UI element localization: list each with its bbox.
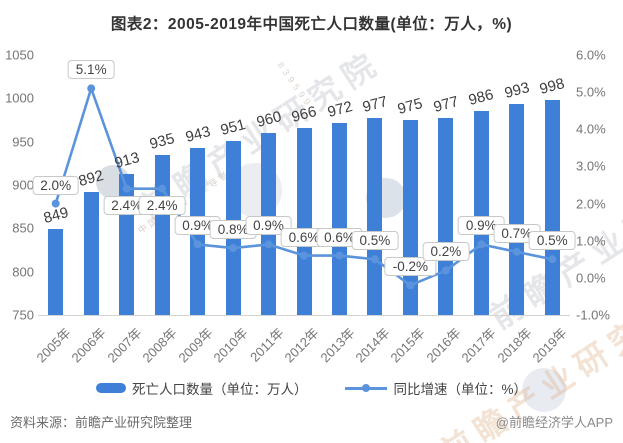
chart-title: 图表2：2005-2019年中国死亡人口数量(单位：万人，%) xyxy=(110,16,513,33)
bar-2006年 xyxy=(83,191,99,315)
left-axis-tick: 850 xyxy=(12,220,34,236)
growth-label-2019年: 0.5% xyxy=(528,231,576,251)
left-axis-tick: 950 xyxy=(12,134,34,150)
x-axis-tick: 2013年 xyxy=(316,325,358,366)
growth-label-2011年: 0.9% xyxy=(245,216,292,236)
bar-2016年 xyxy=(438,118,454,315)
legend-label: 同比增速（单位：%） xyxy=(393,382,527,397)
bar-2005年 xyxy=(48,229,64,315)
growth-label-2006年: 5.1% xyxy=(67,60,115,80)
left-axis-tick: 1000 xyxy=(5,90,34,106)
x-axis-tick: 2012年 xyxy=(281,325,322,366)
bar-2013年 xyxy=(332,122,347,315)
right-axis-tick: 6.0% xyxy=(576,47,606,63)
line-point-2014年 xyxy=(370,255,379,264)
growth-line xyxy=(51,84,557,290)
x-axis-tick: 2007年 xyxy=(104,325,145,366)
data-source-text: 资料来源：前瞻产业研究院整理 xyxy=(10,415,193,430)
legend-label: 死亡人口数量（单位：万人） xyxy=(131,382,308,397)
growth-label-2017年: 0.9% xyxy=(457,216,505,236)
growth-label-2010年: 0.8% xyxy=(209,220,257,240)
legend-item-growth[interactable]: 同比增速（单位：%） xyxy=(345,378,527,398)
right-axis-tick: 2.0% xyxy=(576,196,606,212)
bar-2018年 xyxy=(509,104,525,315)
bar-swatch-icon xyxy=(95,383,126,393)
line-point-2015年 xyxy=(406,281,415,290)
x-axis-tick: 2009年 xyxy=(175,325,216,366)
x-axis-tick: 2005年 xyxy=(33,325,74,366)
line-point-2017年 xyxy=(477,240,486,249)
x-axis-tick: 2008年 xyxy=(139,325,180,366)
growth-label-2014年: 0.5% xyxy=(351,231,399,251)
right-axis-tick: 4.0% xyxy=(576,121,606,137)
line-point-2005年 xyxy=(51,199,60,208)
bar-2017年 xyxy=(473,110,489,315)
right-axis-tick: -1.0% xyxy=(576,307,610,323)
line-point-2006年 xyxy=(87,84,96,93)
credit-text: @前瞻经济学人APP xyxy=(495,415,613,430)
growth-label-2013年: 0.6% xyxy=(316,227,363,247)
line-point-2007年 xyxy=(122,184,131,193)
line-point-2009年 xyxy=(193,240,202,249)
x-axis-tick: 2015年 xyxy=(387,325,429,366)
right-axis-tick: 5.0% xyxy=(576,84,606,100)
line-point-2011年 xyxy=(264,240,273,249)
x-axis-tick: 2010年 xyxy=(210,325,251,366)
x-axis-tick: 2019年 xyxy=(529,325,571,366)
right-axis-tick: 3.0% xyxy=(576,158,606,174)
line-point-2010年 xyxy=(229,244,238,253)
x-axis-tick: 2016年 xyxy=(423,325,464,366)
x-axis-tick: 2017年 xyxy=(458,325,500,366)
left-axis-tick: 1050 xyxy=(5,47,34,63)
left-axis-tick: 800 xyxy=(12,264,34,280)
growth-label-2016年: 0.2% xyxy=(422,242,470,262)
legend-item-deaths[interactable]: 死亡人口数量（单位：万人） xyxy=(95,378,308,398)
growth-label-2007年: 2.4% xyxy=(103,195,151,215)
growth-label-2018年: 0.7% xyxy=(493,223,541,243)
right-axis-tick: 1.0% xyxy=(576,233,606,249)
line-point-2008年 xyxy=(158,184,167,193)
bar-2012年 xyxy=(296,127,312,315)
x-axis-tick: 2018年 xyxy=(494,325,535,366)
line-point-2012年 xyxy=(300,251,308,260)
x-axis-tick: 2011年 xyxy=(246,325,287,365)
bar-2014年 xyxy=(367,118,383,315)
growth-label-2008年: 2.4% xyxy=(138,195,186,215)
growth-label-2005年: 2.0% xyxy=(32,175,80,195)
line-point-2016年 xyxy=(441,266,450,275)
left-axis-tick: 750 xyxy=(12,307,34,323)
left-axis-tick: 900 xyxy=(12,177,34,193)
x-axis-tick: 2014年 xyxy=(352,325,393,366)
line-point-2019年 xyxy=(548,255,557,264)
right-axis-tick: 0.0% xyxy=(576,270,606,286)
x-axis-tick: 2006年 xyxy=(68,325,109,366)
line-swatch-icon xyxy=(345,383,388,393)
growth-label-2015年: -0.2% xyxy=(384,257,437,277)
line-point-2018年 xyxy=(512,247,521,256)
line-point-2013年 xyxy=(335,251,344,260)
plot-area: 849 892 913 935 943 951 960 966 972 977 975 977 986 9… xyxy=(32,55,576,316)
legend: 死亡人口数量（单位：万人） 同比增速（单位：%） xyxy=(0,378,623,398)
bar-2019年 xyxy=(544,100,560,315)
